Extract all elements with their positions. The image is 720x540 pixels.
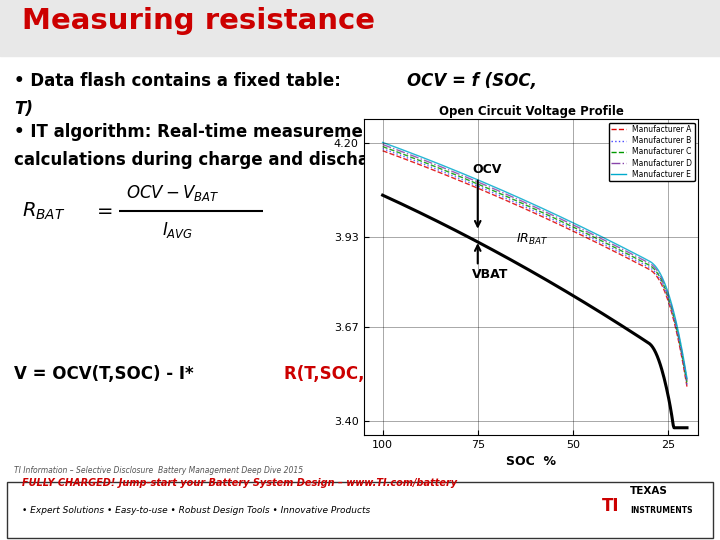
Text: • Data flash contains a fixed table:: • Data flash contains a fixed table:	[14, 72, 347, 90]
Text: TI Information – Selective Disclosure  Battery Management Deep Dive 2015: TI Information – Selective Disclosure Ba…	[14, 465, 304, 475]
Text: OCV: OCV	[472, 163, 501, 176]
Text: TI: TI	[601, 497, 619, 515]
Bar	[0, 0, 720, 56]
FancyBboxPatch shape	[7, 482, 713, 538]
Text: $I_{AVG}$: $I_{AVG}$	[162, 220, 193, 240]
Text: FULLY CHARGED! Jump-start your Battery System Design – www.TI.com/battery: FULLY CHARGED! Jump-start your Battery S…	[22, 478, 456, 488]
Text: VBAT: VBAT	[472, 268, 508, 281]
Legend: Manufacturer A, Manufacturer B, Manufacturer C, Manufacturer D, Manufacturer E: Manufacturer A, Manufacturer B, Manufact…	[608, 123, 695, 181]
Text: $R_{BAT}$: $R_{BAT}$	[22, 201, 65, 222]
Text: TEXAS: TEXAS	[630, 487, 668, 496]
Text: • Expert Solutions • Easy-to-use • Robust Design Tools • Innovative Products: • Expert Solutions • Easy-to-use • Robus…	[22, 505, 370, 515]
Text: calculations during charge and discharge.: calculations during charge and discharge…	[14, 151, 408, 169]
Text: R(T,SOC, Aging): R(T,SOC, Aging)	[284, 365, 432, 383]
Text: OCV = f (SOC,: OCV = f (SOC,	[407, 72, 537, 90]
Text: =: =	[97, 202, 114, 221]
Title: Open Circuit Voltage Profile: Open Circuit Voltage Profile	[438, 105, 624, 118]
Text: V = OCV(T,SOC) - I*: V = OCV(T,SOC) - I*	[14, 365, 194, 383]
Text: Measuring resistance: Measuring resistance	[22, 7, 374, 35]
X-axis label: SOC  %: SOC %	[506, 455, 556, 468]
Text: • IT algorithm: Real-time measurements and: • IT algorithm: Real-time measurements a…	[14, 123, 433, 141]
Text: INSTRUMENTS: INSTRUMENTS	[630, 506, 693, 515]
Text: T): T)	[14, 100, 33, 118]
Text: $IR_{BAT}$: $IR_{BAT}$	[516, 232, 548, 247]
Text: $OCV - V_{BAT}$: $OCV - V_{BAT}$	[126, 183, 220, 202]
